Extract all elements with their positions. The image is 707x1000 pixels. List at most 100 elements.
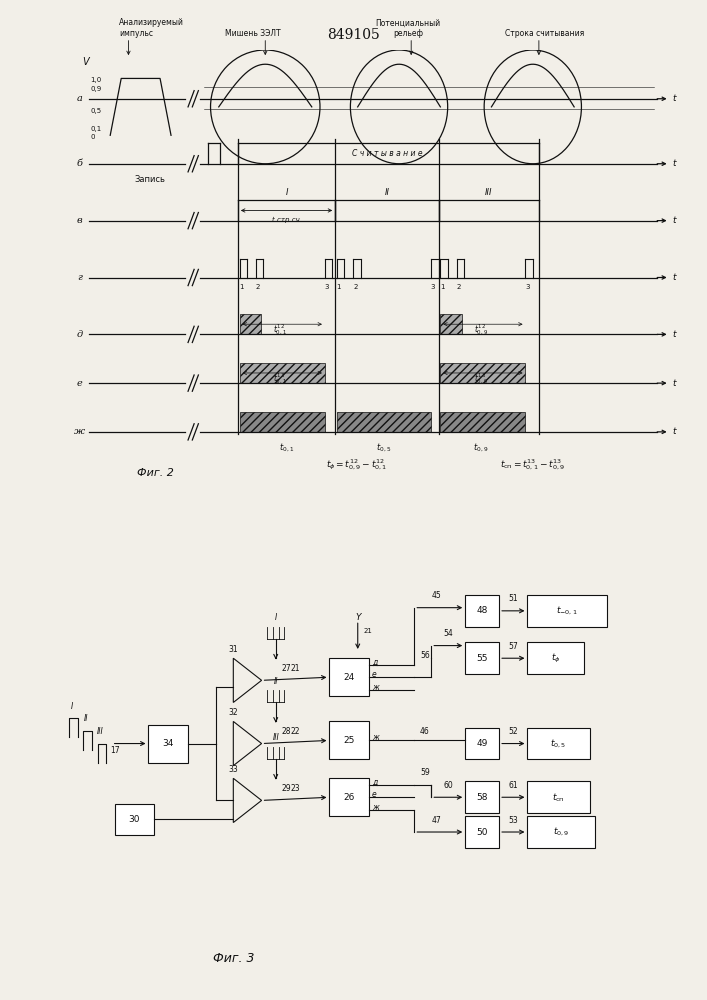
- Bar: [527, 816, 595, 848]
- Bar: [527, 642, 584, 674]
- Text: Потенциальный
рельеф: Потенциальный рельеф: [375, 18, 440, 38]
- Text: Анализируемый
импульс: Анализируемый импульс: [119, 18, 185, 38]
- Text: I: I: [71, 702, 74, 711]
- Text: t: t: [672, 379, 676, 388]
- Text: 32: 32: [228, 708, 238, 717]
- Text: $t_{0,5}$: $t_{0,5}$: [376, 442, 392, 454]
- Text: г: г: [77, 273, 82, 282]
- Text: III: III: [97, 727, 104, 736]
- Text: 61: 61: [508, 781, 518, 790]
- Text: 0: 0: [90, 134, 95, 140]
- Text: $t_{\phi}=t_{0,9}^{12}-t_{0,1}^{12}$: $t_{\phi}=t_{0,9}^{12}-t_{0,1}^{12}$: [326, 457, 387, 472]
- Bar: [527, 781, 590, 813]
- Text: 3: 3: [325, 284, 329, 290]
- Text: t: t: [672, 273, 676, 282]
- Text: 56: 56: [420, 651, 430, 660]
- Text: 28: 28: [281, 727, 291, 736]
- Text: t: t: [672, 216, 676, 225]
- Text: t: t: [672, 94, 676, 103]
- Text: 849105: 849105: [327, 28, 380, 42]
- Text: $t_{\text{сп}}$: $t_{\text{сп}}$: [552, 791, 565, 804]
- Bar: [240, 314, 261, 334]
- Text: t: t: [672, 427, 676, 436]
- Bar: [115, 804, 154, 835]
- Bar: [465, 816, 499, 848]
- Text: 45: 45: [432, 591, 442, 600]
- Text: $t_{0,1}$: $t_{0,1}$: [279, 442, 294, 454]
- Text: 50: 50: [477, 828, 488, 837]
- Text: 2: 2: [457, 284, 461, 290]
- Text: д: д: [372, 778, 377, 787]
- Text: 26: 26: [344, 793, 355, 802]
- Text: 33: 33: [228, 765, 238, 774]
- Bar: [527, 728, 590, 759]
- Text: V: V: [83, 57, 89, 67]
- Text: $t_{0,1}^{13}$: $t_{0,1}^{13}$: [274, 371, 288, 386]
- Text: 0,1: 0,1: [90, 126, 101, 132]
- Text: Фиг. 3: Фиг. 3: [213, 952, 254, 965]
- Text: t: t: [672, 330, 676, 339]
- Text: 57: 57: [508, 642, 518, 651]
- Bar: [240, 412, 325, 432]
- Text: Мишень ЗЭЛТ: Мишень ЗЭЛТ: [226, 29, 281, 38]
- Bar: [440, 363, 525, 383]
- Text: Y: Y: [355, 613, 361, 622]
- Text: 48: 48: [477, 606, 488, 615]
- Text: 49: 49: [477, 739, 488, 748]
- Text: 47: 47: [432, 816, 442, 825]
- Text: $t_{0,9}$: $t_{0,9}$: [474, 442, 489, 454]
- Text: II: II: [274, 677, 278, 686]
- Bar: [337, 412, 431, 432]
- Text: 53: 53: [508, 816, 518, 825]
- Text: 60: 60: [443, 781, 453, 790]
- Text: I: I: [274, 613, 277, 622]
- Bar: [527, 595, 607, 627]
- Text: 2: 2: [353, 284, 358, 290]
- Text: 34: 34: [163, 739, 174, 748]
- Text: $t_{\phi}$: $t_{\phi}$: [551, 652, 561, 665]
- Text: 1: 1: [440, 284, 445, 290]
- Text: 3: 3: [431, 284, 436, 290]
- Text: е: е: [372, 670, 377, 679]
- Bar: [465, 595, 499, 627]
- Text: д: д: [77, 330, 83, 339]
- Text: С ч и т ы в а н и е: С ч и т ы в а н и е: [351, 149, 422, 158]
- Text: 30: 30: [129, 815, 140, 824]
- Text: д: д: [372, 658, 377, 667]
- Text: е: е: [77, 379, 83, 388]
- Text: ж: ж: [74, 427, 86, 436]
- Text: ж: ж: [372, 683, 379, 692]
- Text: 3: 3: [525, 284, 530, 290]
- Text: 55: 55: [477, 654, 488, 663]
- Text: II: II: [385, 188, 390, 197]
- Text: 1: 1: [337, 284, 341, 290]
- Bar: [148, 725, 188, 762]
- Text: 22: 22: [291, 727, 300, 736]
- Text: $t_{-0,1}$: $t_{-0,1}$: [556, 605, 578, 617]
- Bar: [440, 412, 525, 432]
- Text: Запись: Запись: [134, 176, 165, 184]
- Text: 59: 59: [420, 768, 430, 777]
- Text: 27: 27: [281, 664, 291, 673]
- Bar: [465, 728, 499, 759]
- Text: III: III: [272, 733, 279, 742]
- Text: 21: 21: [363, 628, 373, 634]
- Text: I: I: [286, 188, 288, 197]
- Bar: [465, 642, 499, 674]
- Text: б: б: [77, 159, 83, 168]
- Text: $t_{0,1}^{12}$: $t_{0,1}^{12}$: [274, 322, 288, 337]
- Text: t стр.сч.: t стр.сч.: [271, 217, 302, 223]
- Text: $t_{0,9}^{12}$: $t_{0,9}^{12}$: [474, 322, 488, 337]
- Text: 1,0: 1,0: [90, 77, 101, 83]
- Text: а: а: [77, 94, 83, 103]
- Text: 23: 23: [291, 784, 300, 793]
- Text: 2: 2: [256, 284, 260, 290]
- Bar: [329, 721, 369, 759]
- Text: 0,5: 0,5: [90, 108, 101, 114]
- Text: 21: 21: [291, 664, 300, 673]
- Text: 1: 1: [239, 284, 244, 290]
- Text: ж: ж: [372, 733, 379, 742]
- Bar: [465, 781, 499, 813]
- Text: 46: 46: [420, 727, 430, 736]
- Text: $t_{0,9}$: $t_{0,9}$: [553, 826, 570, 838]
